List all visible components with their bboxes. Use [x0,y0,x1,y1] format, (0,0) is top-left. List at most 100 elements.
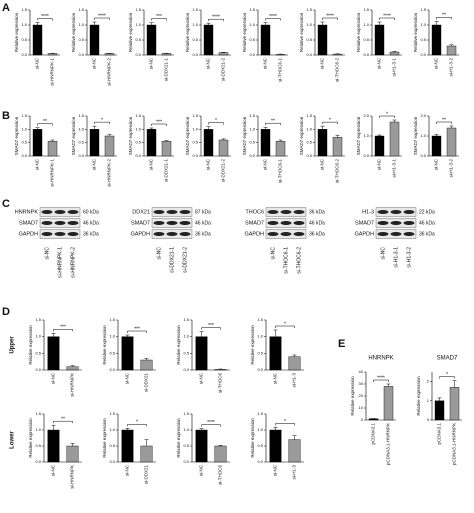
y-tick-label: 1.5 [109,317,115,322]
y-axis-label: Relative expression [413,12,418,52]
y-tick-label: 0 [427,417,430,422]
significance-bracket [151,18,167,21]
panel-label: B [2,110,10,122]
x-tick-label: si-THOC6-2 [335,58,340,82]
y-tick-label: 0.0 [420,153,426,158]
error-bar [144,358,149,360]
error-bar [35,22,40,25]
error-bar [434,134,439,136]
significance-label: **** [383,13,391,19]
x-tick-label: pCDNA3.1 [371,423,376,445]
bar [288,356,301,371]
y-axis-label: Relative expression [176,325,181,365]
significance-bracket [439,376,455,379]
blot-band [390,221,402,225]
bar [203,24,214,56]
lane-label: si-THOC6-1 [283,247,289,274]
y-tick-label: 1.5 [183,411,189,416]
x-tick-label: si-H1-3-2 [449,159,454,178]
bar [446,127,457,157]
bar [121,429,134,463]
y-tick-label: 1.0 [249,126,255,131]
x-tick-label: si-H1-3-1 [392,58,397,77]
protein-label: SMAD7 [131,220,150,226]
y-tick-label: 0 [361,417,364,422]
y-axis-label: Relative expression [71,12,76,52]
y-tick-label: 0.5 [35,350,41,355]
error-bar [292,354,297,357]
lane-label: si-THOC6-2 [296,247,302,274]
x-tick-label: si-THOC6-1 [278,159,283,183]
y-tick-label: 0.5 [109,443,115,448]
bar [389,121,400,157]
significance-label: **** [207,420,215,426]
significance-label: *** [134,326,140,332]
y-tick-label: 1.5 [420,7,426,12]
blot-band [67,232,79,236]
y-axis-label: SMAD7 expression [413,116,418,155]
y-tick-label: 0.0 [363,52,369,57]
y-tick-label: 0.5 [306,37,312,42]
y-tick-label: 1.0 [21,22,27,27]
significance-label: **** [269,14,277,20]
lane-label: si-H1-3-2 [406,247,412,268]
y-axis-label: Relative expression [350,376,355,416]
y-tick-label: 0.0 [21,153,27,158]
y-tick-label: 1.5 [21,7,27,12]
y-tick-label: 1.0 [257,427,263,432]
x-tick-label: si-NC [263,57,268,69]
significance-label: * [136,420,138,426]
x-tick-label: si-NC [51,464,56,476]
x-tick-label: si-NC [125,372,130,384]
y-tick-label: 1 [427,398,430,403]
blot-band [179,232,191,236]
y-tick-label: 0.5 [363,37,369,42]
y-tick-label: 0.5 [420,37,426,42]
significance-bracket [379,115,395,118]
y-tick-label: 0.5 [257,350,263,355]
error-bar [434,21,439,25]
bar [332,53,343,56]
y-tick-label: 1.5 [249,113,255,118]
chart-title: SMAD7 [437,356,458,362]
bar [47,53,58,56]
lane-label: si-NC [380,247,386,260]
bar [218,139,229,157]
significance-label: ** [442,117,446,123]
y-tick-label: 1.0 [135,126,141,131]
size-label: 87 kDa [195,209,211,215]
y-tick-label: 0.5 [21,140,27,145]
size-label: 36 kDa [419,231,435,237]
y-axis-label: SMAD7 expression [71,116,76,155]
y-tick-label: 0.0 [192,52,198,57]
bar [317,129,328,157]
y-tick-label: 0.0 [192,153,198,158]
bar [104,53,115,56]
blot-band [280,232,292,236]
y-tick-label: 1.5 [21,113,27,118]
blot-band [293,221,305,225]
y-axis-label: Relative expression [102,418,107,458]
significance-label: *** [60,325,66,331]
protein-label: SMAD7 [19,220,38,226]
y-axis-label: SMAD7 expression [14,116,19,155]
y-axis-label: Relative expression [128,12,133,52]
x-tick-label: si-NC [199,464,204,476]
panel-label: D [2,306,10,318]
y-tick-label: 0.5 [249,140,255,145]
x-tick-label: si-THOC6-2 [335,159,340,183]
x-tick-label: si-NC [35,158,40,170]
protein-label: GAPDH [354,231,374,237]
significance-label: * [215,118,217,124]
y-tick-label: 1.5 [249,7,255,12]
y-tick-label: 1.0 [109,427,115,432]
y-tick-label: 0.5 [109,350,115,355]
x-tick-label: si-DDX21-2 [221,159,226,183]
x-tick-label: si-DDX21-1 [164,58,169,82]
error-bar [320,125,325,130]
y-tick-label: 0.0 [135,153,141,158]
error-bar [199,331,204,337]
x-tick-label: si-NC [206,57,211,69]
error-bar [449,125,454,128]
error-bar [335,134,340,138]
